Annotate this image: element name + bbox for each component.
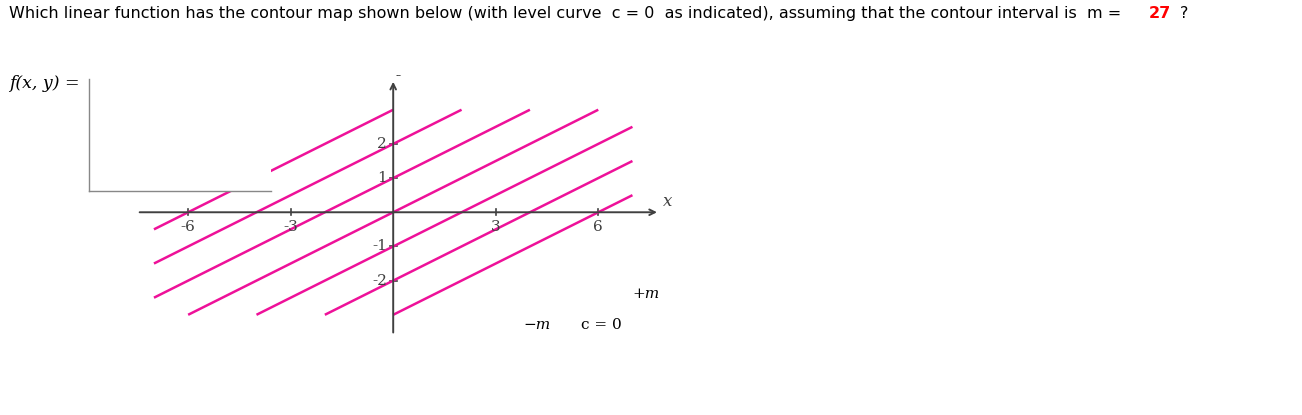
Text: -1: -1 <box>372 239 387 254</box>
Text: Which linear function has the contour map shown below (with level curve  c = 0  : Which linear function has the contour ma… <box>9 6 1126 21</box>
Text: +m: +m <box>633 287 660 301</box>
Text: −m: −m <box>523 318 551 332</box>
Text: 2: 2 <box>378 137 387 151</box>
Text: f(x, y) =: f(x, y) = <box>9 75 79 92</box>
Text: 3: 3 <box>491 220 500 234</box>
Text: 6: 6 <box>594 220 603 234</box>
Text: ?: ? <box>1180 6 1187 21</box>
Text: -6: -6 <box>181 220 195 234</box>
Text: y: y <box>397 59 406 76</box>
Text: -3: -3 <box>284 220 298 234</box>
Text: 1: 1 <box>378 171 387 185</box>
Text: 27: 27 <box>1148 6 1170 21</box>
Text: c = 0: c = 0 <box>581 318 622 332</box>
Text: -2: -2 <box>372 273 387 288</box>
Text: x: x <box>663 193 673 210</box>
